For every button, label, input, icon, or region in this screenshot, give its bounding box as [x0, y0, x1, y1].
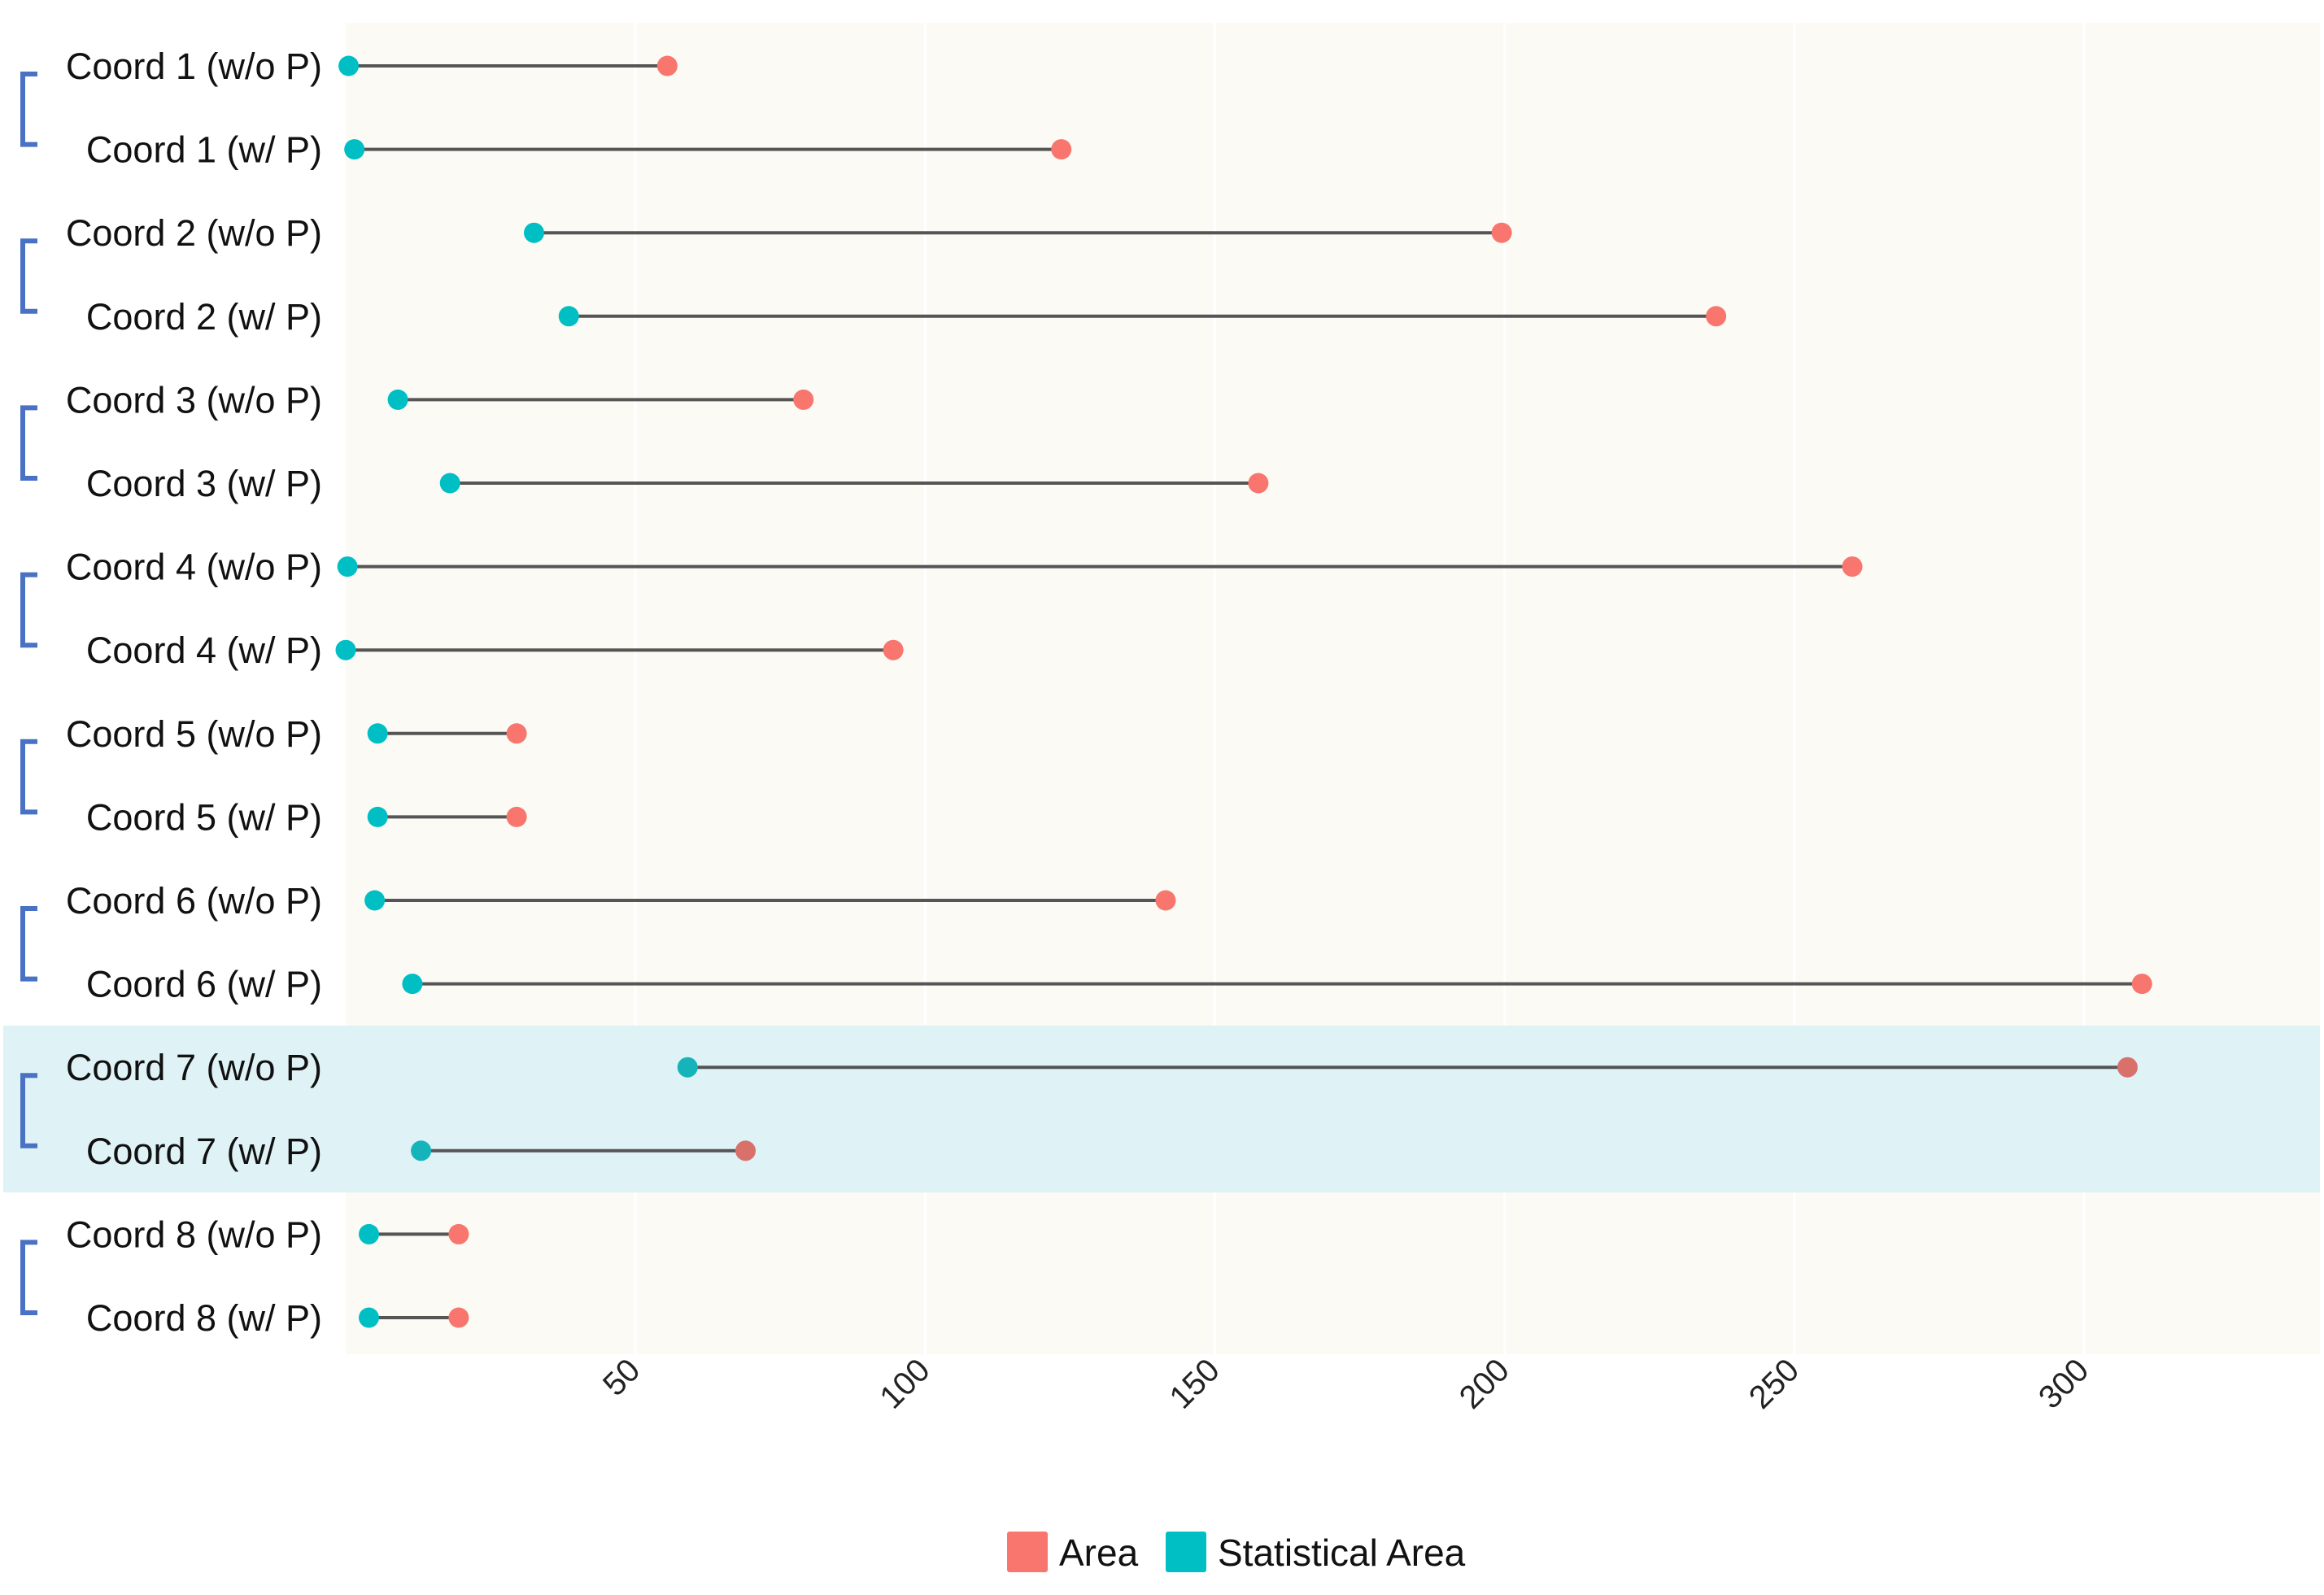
point-area-coord-2-w-p — [1706, 306, 1727, 327]
row-label-coord-2-w-o-p: Coord 2 (w/o P) — [66, 212, 322, 254]
highlight-band — [3, 1025, 2320, 1193]
point-statistical-area-coord-7-w-o-p — [677, 1057, 698, 1078]
row-label-coord-5-w-p: Coord 5 (w/ P) — [86, 796, 322, 838]
row-label-coord-7-w-p: Coord 7 (w/ P) — [86, 1131, 322, 1172]
point-area-coord-3-w-p — [1248, 473, 1269, 494]
point-area-coord-5-w-o-p — [506, 723, 527, 744]
point-statistical-area-coord-8-w-o-p — [358, 1223, 379, 1244]
row-label-coord-3-w-p: Coord 3 (w/ P) — [86, 463, 322, 504]
point-area-coord-4-w-o-p — [1842, 556, 1863, 577]
bracket-coord-2 — [20, 238, 37, 314]
row-label-coord-1-w-o-p: Coord 1 (w/o P) — [66, 46, 322, 87]
row-label-coord-6-w-p: Coord 6 (w/ P) — [86, 964, 322, 1005]
point-area-coord-1-w-p — [1051, 139, 1072, 160]
row-label-coord-3-w-o-p: Coord 3 (w/o P) — [66, 379, 322, 421]
point-statistical-area-coord-4-w-p — [335, 639, 356, 660]
point-area-coord-8-w-p — [448, 1307, 469, 1328]
point-statistical-area-coord-5-w-p — [367, 806, 388, 827]
data-points — [335, 55, 2152, 1328]
point-statistical-area-coord-3-w-o-p — [387, 389, 408, 410]
point-area-coord-5-w-p — [506, 806, 527, 827]
point-statistical-area-coord-5-w-o-p — [367, 723, 388, 744]
row-label-coord-6-w-o-p: Coord 6 (w/o P) — [66, 880, 322, 922]
point-statistical-area-coord-4-w-o-p — [337, 556, 358, 577]
point-statistical-area-coord-1-w-o-p — [338, 55, 360, 76]
point-area-coord-3-w-o-p — [793, 389, 814, 410]
point-statistical-area-coord-1-w-p — [344, 139, 365, 160]
point-area-coord-7-w-o-p — [2117, 1057, 2138, 1078]
bracket-coord-6 — [20, 906, 37, 982]
point-area-coord-1-w-o-p — [656, 55, 678, 76]
row-label-coord-4-w-o-p: Coord 4 (w/o P) — [66, 547, 322, 588]
row-label-coord-1-w-p: Coord 1 (w/ P) — [86, 129, 322, 171]
bracket-coord-3 — [20, 405, 37, 481]
point-area-coord-6-w-p — [2131, 974, 2152, 995]
legend: Area Statistical Area — [1007, 1532, 1466, 1574]
bracket-coord-7 — [20, 1073, 37, 1148]
row-label-coord-8-w-p: Coord 8 (w/ P) — [86, 1297, 322, 1339]
row-labels: Coord 1 (w/o P) Coord 1 (w/ P) Coord 2 (w/… — [66, 46, 322, 1339]
legend-label-statistical-area: Statistical Area — [1218, 1532, 1466, 1574]
point-statistical-area-coord-8-w-p — [358, 1307, 379, 1328]
row-label-coord-4-w-p: Coord 4 (w/ P) — [86, 630, 322, 671]
connector-lines — [346, 64, 2143, 1319]
bracket-coord-8 — [20, 1240, 37, 1315]
point-area-coord-6-w-o-p — [1155, 890, 1176, 911]
legend-swatch-area — [1007, 1532, 1048, 1572]
point-area-coord-7-w-p — [735, 1140, 756, 1161]
point-statistical-area-coord-6-w-o-p — [364, 890, 386, 911]
point-statistical-area-coord-3-w-p — [439, 473, 460, 494]
legend-swatch-statistical-area — [1166, 1532, 1206, 1572]
group-brackets — [20, 72, 37, 1315]
point-area-coord-8-w-o-p — [448, 1223, 469, 1244]
point-statistical-area-coord-2-w-p — [558, 306, 579, 327]
legend-label-area: Area — [1059, 1532, 1139, 1574]
point-statistical-area-coord-6-w-p — [402, 974, 423, 995]
bracket-coord-4 — [20, 572, 37, 648]
row-label-coord-7-w-o-p: Coord 7 (w/o P) — [66, 1047, 322, 1088]
row-label-coord-8-w-o-p: Coord 8 (w/o P) — [66, 1214, 322, 1255]
point-area-coord-4-w-p — [883, 639, 904, 660]
row-label-coord-5-w-o-p: Coord 5 (w/o P) — [66, 713, 322, 755]
bracket-coord-5 — [20, 739, 37, 815]
point-statistical-area-coord-7-w-p — [411, 1140, 432, 1161]
point-area-coord-2-w-o-p — [1491, 222, 1512, 243]
bracket-coord-1 — [20, 72, 37, 147]
row-label-coord-2-w-p: Coord 2 (w/ P) — [86, 296, 322, 338]
point-statistical-area-coord-2-w-o-p — [524, 222, 545, 243]
